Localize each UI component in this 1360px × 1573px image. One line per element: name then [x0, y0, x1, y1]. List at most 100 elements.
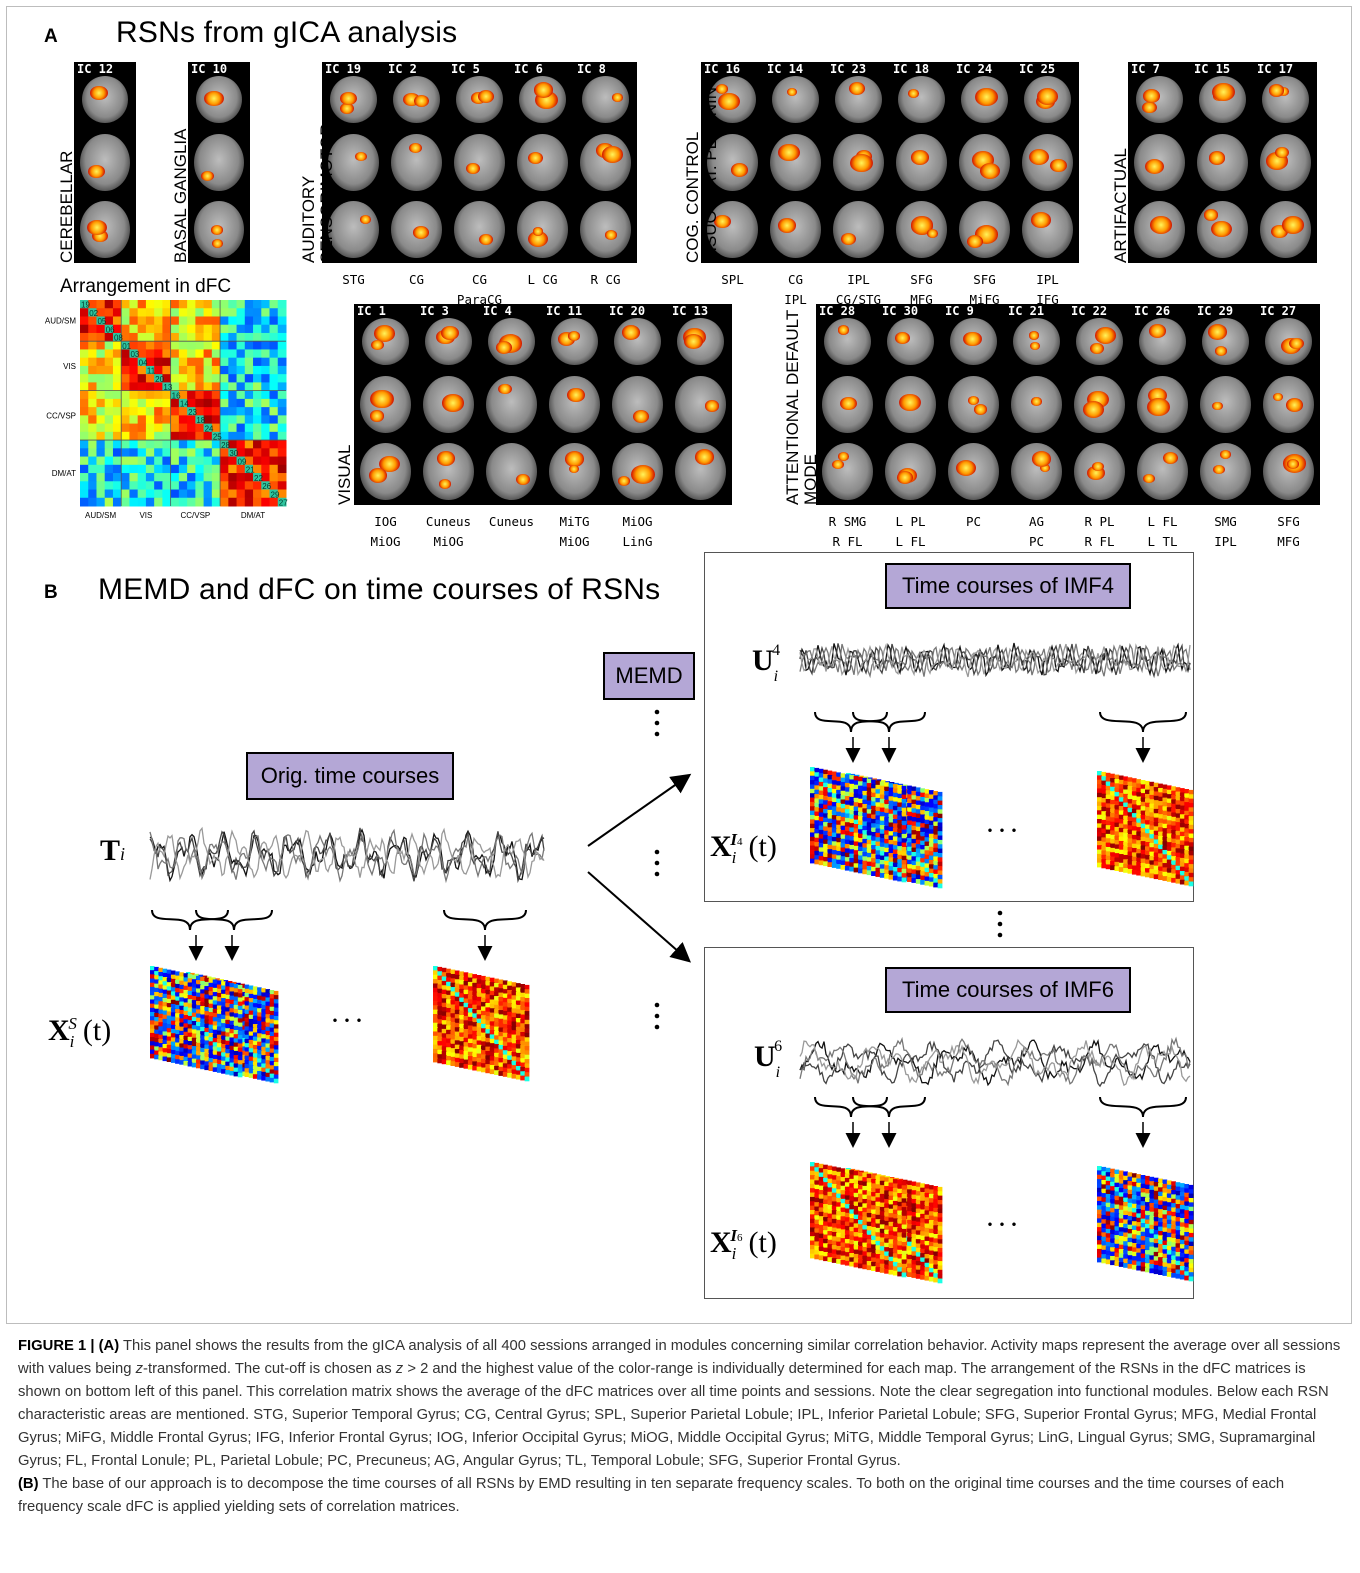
matrix-cell — [907, 824, 912, 830]
matrix-cell — [450, 1061, 456, 1066]
dfc-cell — [88, 440, 97, 449]
dfc-cell — [154, 456, 163, 466]
matrix-cell — [221, 1023, 226, 1028]
matrix-cell — [463, 1020, 469, 1026]
ic-area-label: R PL R FL — [1084, 514, 1115, 549]
matrix-cell — [884, 843, 889, 849]
matrix-cell — [862, 825, 868, 831]
matrix-cell — [248, 1039, 254, 1045]
matrix-cell — [265, 1072, 271, 1078]
matrix-cell — [1131, 786, 1137, 792]
matrix-cell — [489, 1047, 495, 1053]
matrix-cell — [937, 1243, 943, 1249]
matrix-cell — [1179, 844, 1185, 850]
dfc-cell — [137, 390, 147, 400]
dfc-cell — [203, 308, 213, 317]
matrix-cell — [879, 807, 885, 813]
dfc-cell — [137, 431, 147, 441]
matrix-cell — [840, 1207, 846, 1213]
matrix-cell — [907, 1254, 912, 1260]
matrix-cell — [858, 1176, 863, 1182]
matrix-cell — [1136, 848, 1142, 854]
matrix-cell — [924, 1201, 930, 1207]
matrix-cell — [1162, 801, 1168, 807]
matrix-cell — [472, 1000, 478, 1006]
dfc-diag-label: 19 — [81, 301, 90, 310]
matrix-cell — [225, 1011, 230, 1017]
matrix-cell — [862, 856, 868, 862]
matrix-cell — [836, 1167, 841, 1173]
dfc-cell — [121, 497, 130, 507]
matrix-cell — [1175, 848, 1181, 854]
matrix-cell — [208, 1066, 214, 1071]
matrix-cell — [831, 815, 837, 820]
matrix-cell — [875, 854, 881, 860]
matrix-cell — [844, 1173, 850, 1179]
matrix-cell — [888, 853, 894, 858]
matrix-cell — [866, 1265, 872, 1271]
matrix-cell — [928, 829, 934, 835]
matrix-cell — [920, 1226, 925, 1232]
matrix-cell — [1158, 787, 1163, 793]
matrix-cell — [472, 978, 478, 984]
matrix-cell — [257, 991, 262, 997]
dfc-cell — [121, 374, 130, 383]
matrix-cell — [237, 1055, 243, 1061]
dfc-cell — [244, 448, 254, 458]
matrix-cell — [261, 1050, 266, 1056]
matrix-cell — [814, 1180, 820, 1186]
matrix-cell — [871, 818, 876, 824]
matrix-cell — [897, 1201, 903, 1207]
matrix-cell — [810, 771, 815, 777]
matrix-cell — [853, 1262, 859, 1268]
matrix-cell — [937, 1274, 943, 1279]
matrix-cell — [866, 800, 872, 806]
matrix-cell — [924, 872, 930, 877]
matrix-cell — [897, 854, 903, 860]
matrix-cell — [257, 1062, 262, 1068]
matrix-cell — [901, 829, 907, 835]
matrix-cell — [858, 807, 863, 813]
matrix-cell — [844, 1260, 850, 1266]
matrix-cell — [871, 1174, 876, 1180]
matrix-cell — [1184, 793, 1190, 799]
dfc-cell — [162, 390, 172, 400]
matrix-cell — [810, 849, 815, 855]
dfc-cell — [277, 357, 287, 367]
matrix-cell — [849, 796, 855, 802]
dfc-cell — [88, 489, 97, 499]
ic-area-label: STG — [342, 272, 365, 287]
matrix-cell — [476, 996, 482, 1002]
matrix-cell — [892, 1200, 898, 1206]
matrix-cell — [831, 788, 837, 794]
matrix-cell — [237, 993, 243, 998]
matrix-cell — [1149, 855, 1155, 861]
dfc-cell — [261, 440, 271, 449]
matrix-cell — [810, 845, 815, 851]
matrix-cell — [229, 1008, 235, 1013]
matrix-cell — [459, 1045, 464, 1051]
matrix-cell — [844, 1186, 850, 1192]
matrix-cell — [866, 804, 872, 810]
matrix-cell — [862, 1194, 868, 1200]
matrix-cell — [437, 1010, 443, 1016]
matrix-cell — [187, 1003, 193, 1008]
matrix-cell — [907, 868, 912, 874]
matrix-cell — [433, 983, 438, 989]
dfc-cell — [244, 407, 254, 416]
matrix-cell — [166, 998, 172, 1004]
matrix-cell — [892, 1209, 898, 1215]
matrix-cell — [924, 880, 930, 886]
matrix-cell — [1188, 820, 1194, 826]
activation-blob — [1143, 473, 1156, 484]
matrix-cell — [871, 814, 876, 820]
matrix-cell — [1162, 858, 1168, 864]
matrix-cell — [888, 839, 894, 845]
dfc-cell — [137, 357, 147, 367]
matrix-cell — [862, 795, 868, 801]
dfc-cell — [104, 382, 114, 392]
matrix-cell — [1166, 837, 1172, 843]
matrix-cell — [928, 1241, 934, 1247]
matrix-cell — [1179, 788, 1185, 793]
matrix-cell — [437, 975, 443, 981]
